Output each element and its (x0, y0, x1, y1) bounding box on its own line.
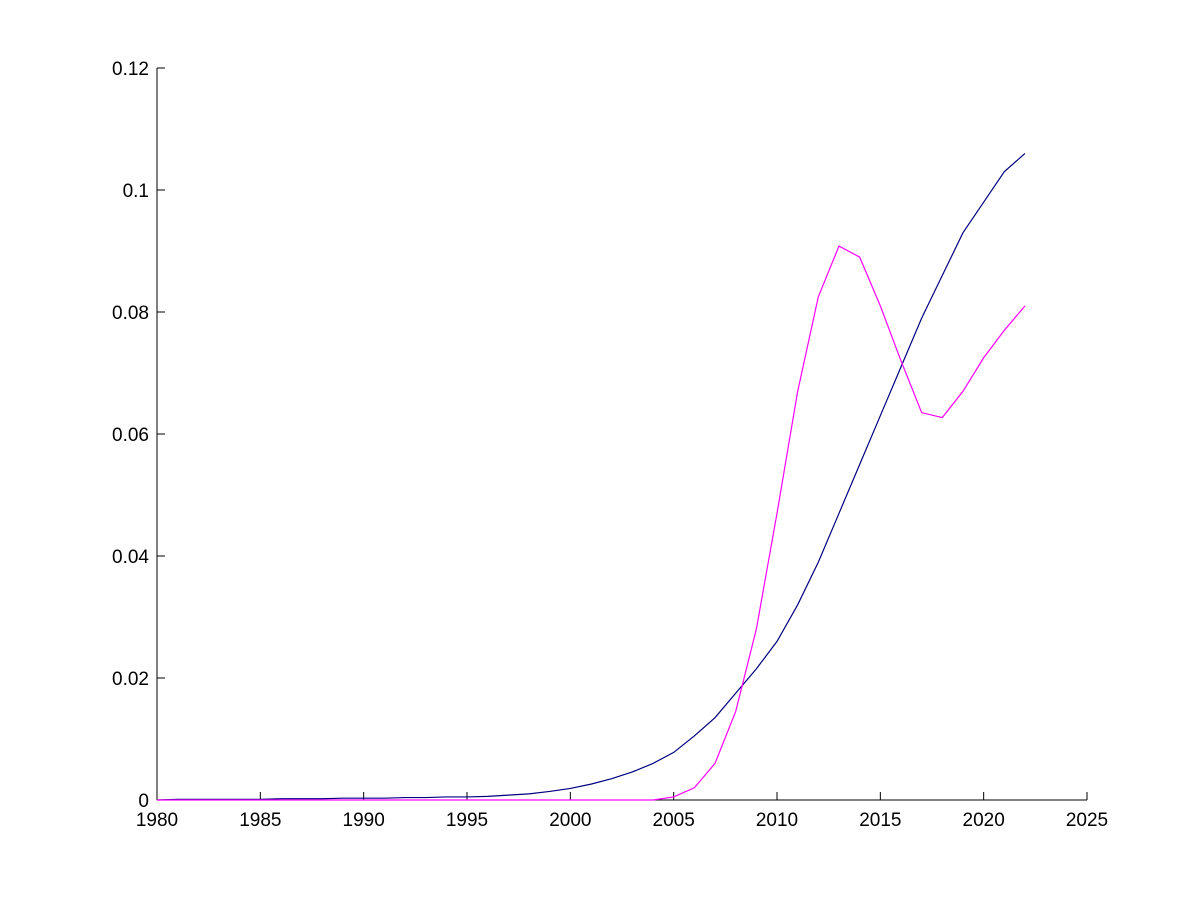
y-tick-label: 0.06 (112, 425, 149, 446)
y-tick-label: 0.02 (112, 669, 149, 690)
y-tick-label: 0.08 (112, 303, 149, 324)
x-tick-label: 2025 (1066, 810, 1108, 831)
line (157, 245, 1026, 801)
x-tick-label: 1990 (343, 810, 385, 831)
y-tick-label: 0.04 (112, 547, 149, 568)
x-tick-label: 2020 (963, 810, 1005, 831)
x-tick-label: 2005 (653, 810, 695, 831)
y-tick-label: 0 (138, 791, 149, 812)
y-tick-label: 0.1 (123, 181, 149, 202)
line (156, 152, 1026, 801)
x-tick-label: 2000 (549, 810, 591, 831)
x-tick-label: 1985 (239, 810, 281, 831)
x-tick-label: 2010 (756, 810, 798, 831)
y-tick-label: 0.12 (112, 59, 149, 80)
x-tick-label: 1980 (136, 810, 178, 831)
x-tick-label: 1995 (446, 810, 488, 831)
x-tick-label: 2015 (859, 810, 901, 831)
